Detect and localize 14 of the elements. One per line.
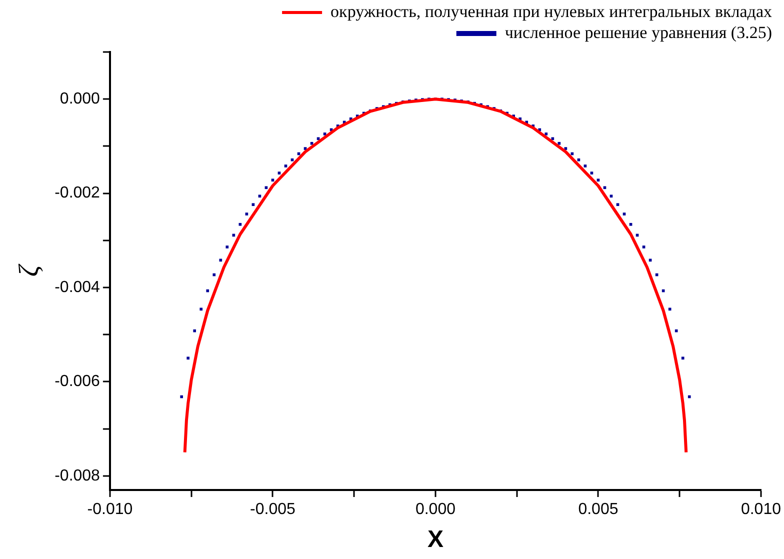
x-axis-title: X [427, 526, 444, 554]
x-tick-label: -0.010 [87, 501, 133, 518]
x-tick-label: -0.005 [250, 501, 296, 518]
x-tick-label: 0.005 [578, 501, 618, 518]
legend-label: окружность, полученная при нулевых интегральных вкладах [330, 2, 772, 21]
legend-label: численное решение уравнения (3.25) [504, 22, 772, 42]
y-tick-label: -0.006 [54, 373, 100, 390]
x-tick-label: 0.010 [740, 501, 782, 518]
y-tick-label: 0.000 [60, 90, 100, 108]
y-tick-label: -0.004 [54, 278, 100, 296]
y-axis-title: ζ [14, 264, 46, 277]
y-tick-label: -0.002 [54, 184, 100, 202]
y-tick-label: -0.008 [54, 467, 100, 484]
x-tick-label: 0.000 [415, 501, 456, 518]
